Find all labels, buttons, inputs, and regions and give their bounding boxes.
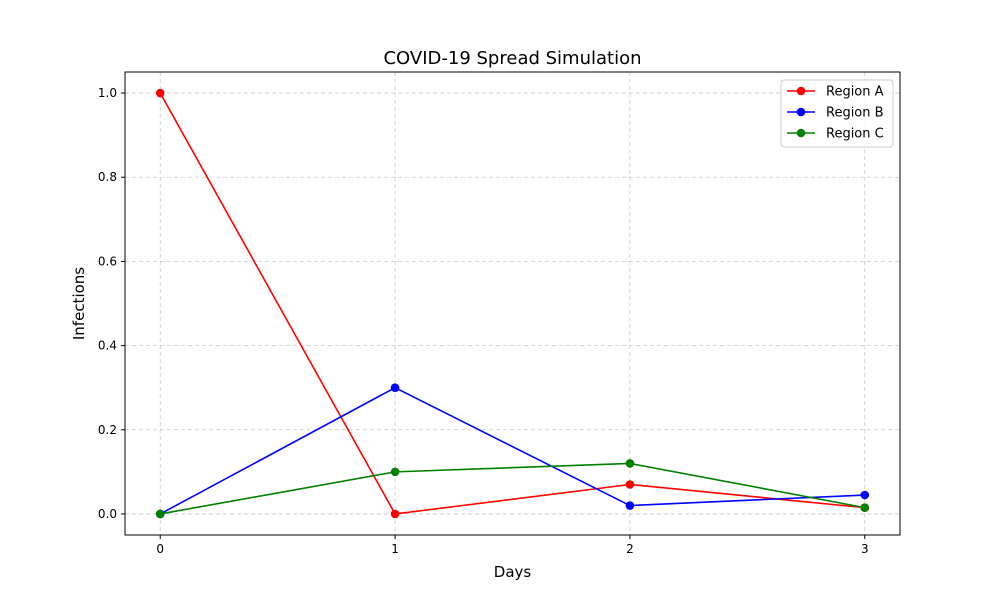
data-point [390, 383, 400, 392]
x-axis-title: Days [494, 563, 532, 581]
data-point [625, 501, 635, 510]
legend-label: Region B [826, 106, 884, 121]
data-point [625, 459, 635, 468]
legend-label: Region A [826, 85, 884, 100]
legend-marker [796, 128, 806, 138]
data-point [860, 490, 870, 500]
series-line [159, 386, 865, 515]
y-axis-title: Infections [70, 267, 88, 340]
series-group [155, 88, 870, 519]
x-tick-label: 1 [391, 542, 399, 556]
data-point [155, 88, 165, 98]
chart-title: COVID-19 Spread Simulation [383, 48, 641, 69]
y-tick-label: 0.6 [98, 254, 117, 268]
data-point [625, 480, 635, 489]
y-tick-label: 0.4 [98, 339, 117, 353]
series-region-c [155, 459, 870, 519]
legend-box [780, 79, 894, 148]
data-point [390, 467, 400, 477]
series-line [159, 92, 865, 515]
y-tick-label: 0.2 [98, 423, 117, 437]
x-tick-label: 2 [626, 542, 634, 556]
legend-marker [796, 86, 806, 96]
legend-marker [796, 107, 806, 117]
y-tick-label: 0.0 [98, 507, 117, 521]
axis-ticks: 0 1 2 3 0.0 0.2 0.4 0.6 0.8 1.0 [98, 86, 869, 556]
data-point [390, 509, 400, 519]
data-point [860, 503, 870, 512]
y-tick-label: 0.8 [98, 170, 117, 184]
legend-label: Region C [826, 127, 884, 142]
x-tick-label: 3 [861, 542, 869, 556]
series-line [160, 462, 865, 515]
y-tick-label: 1.0 [98, 86, 117, 100]
data-point [155, 509, 165, 519]
plot-frame [124, 71, 901, 536]
x-tick-label: 0 [156, 542, 164, 556]
legend: Region A Region B Region C [780, 79, 894, 148]
